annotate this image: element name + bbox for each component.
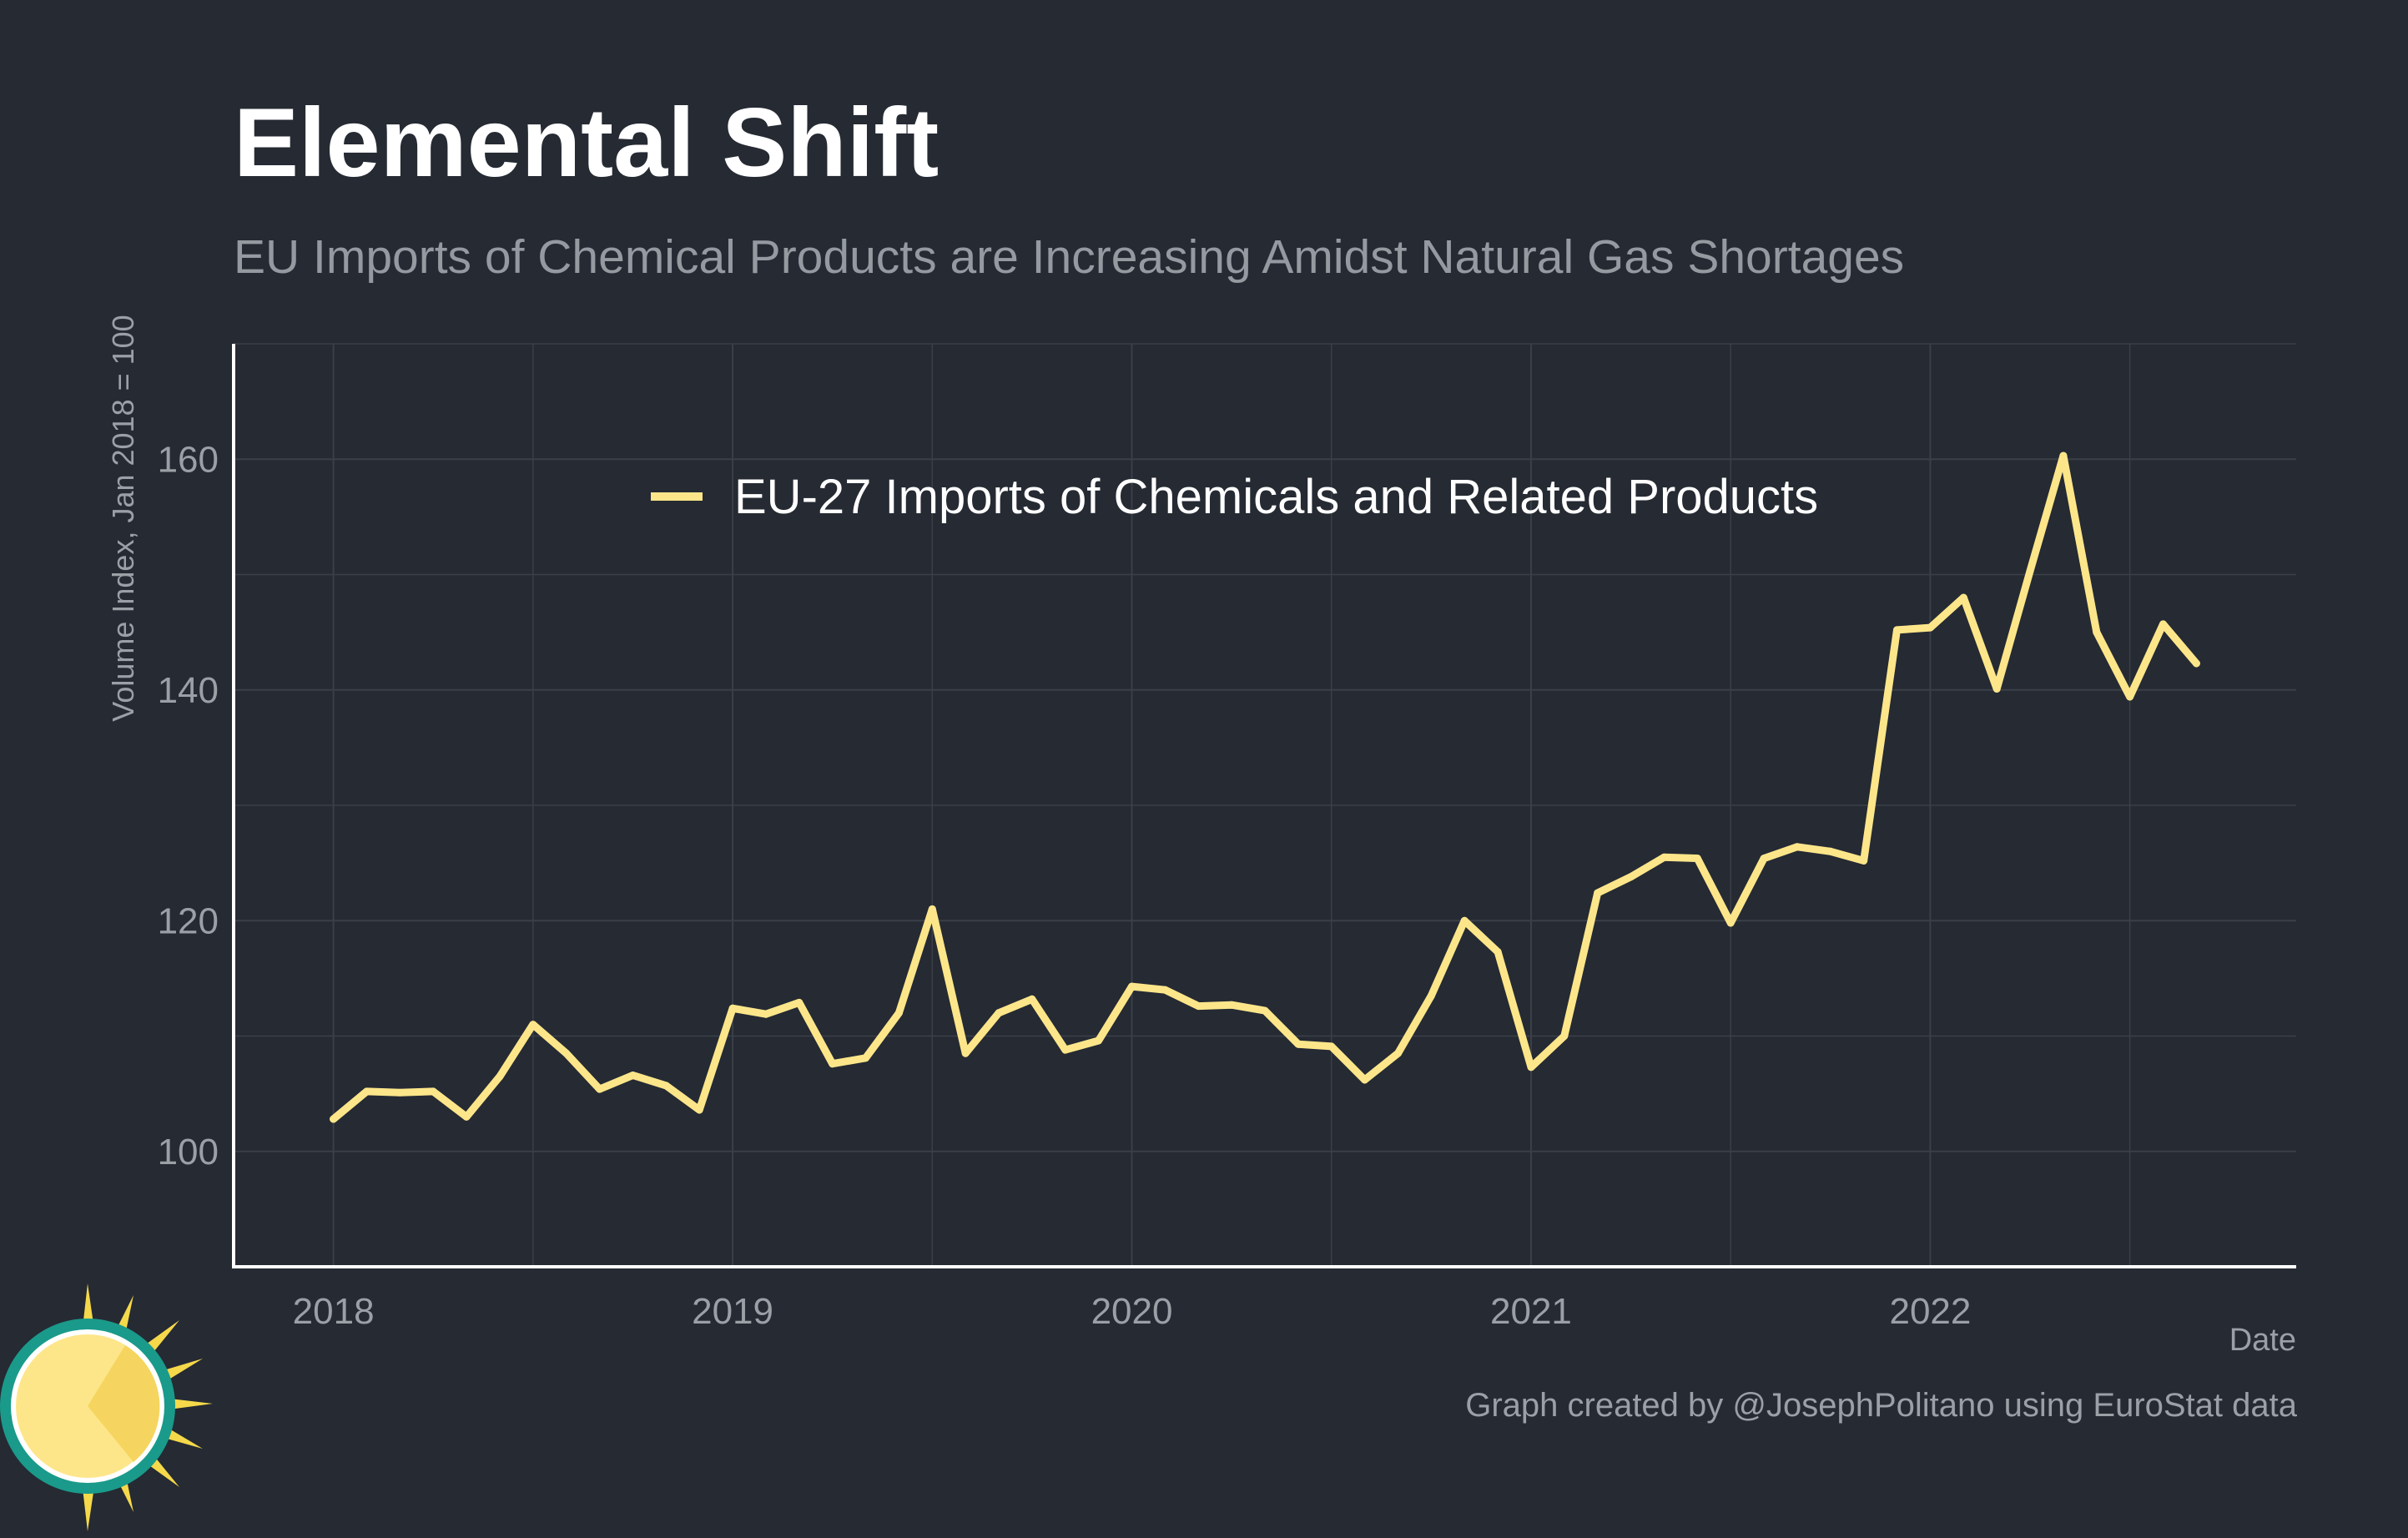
- y-axis-label: Volume Index, Jan 2018 = 100: [106, 315, 140, 721]
- data-point: [762, 1010, 770, 1018]
- data-point: [1560, 1032, 1569, 1040]
- tick-labels: 100 120 140 160 2018 2019 2020 2021 2022: [158, 439, 1972, 1332]
- y-tick-label: 120: [158, 900, 219, 941]
- data-point: [1261, 1006, 1269, 1015]
- data-point: [2026, 567, 2034, 575]
- data-point: [1294, 1040, 1302, 1048]
- data-point: [529, 1021, 537, 1029]
- x-tick-label: 2018: [293, 1291, 375, 1332]
- data-point: [894, 1009, 903, 1017]
- y-tick-label: 100: [158, 1132, 219, 1172]
- chart-axes: [232, 344, 2296, 1268]
- data-point: [1527, 1063, 1535, 1072]
- x-tick-label: 2019: [692, 1291, 773, 1332]
- data-point: [1926, 623, 1934, 632]
- data-point: [795, 998, 804, 1006]
- data-point: [429, 1087, 437, 1096]
- data-point: [1627, 873, 1635, 881]
- data-point: [1693, 855, 1701, 863]
- data-point: [1028, 995, 1036, 1003]
- legend-label: EU-27 Imports of Chemicals and Related P…: [734, 470, 1818, 524]
- data-point: [662, 1082, 670, 1090]
- data-point: [1361, 1076, 1369, 1084]
- data-point: [2126, 693, 2134, 701]
- data-point: [1992, 684, 2001, 693]
- chart-legend: EU-27 Imports of Chemicals and Related P…: [651, 470, 1818, 524]
- data-point: [1161, 986, 1169, 994]
- series-layer: [330, 451, 2200, 1123]
- data-point: [2159, 620, 2167, 628]
- x-axis-label: Date: [2229, 1323, 2296, 1358]
- data-point: [1594, 889, 1602, 897]
- data-point: [1194, 1002, 1202, 1011]
- chart-title: Elemental Shift: [234, 88, 940, 197]
- data-point: [1793, 843, 1801, 851]
- data-point: [961, 1049, 970, 1057]
- y-tick-label: 160: [158, 439, 219, 480]
- data-point: [2059, 451, 2068, 460]
- data-point: [1860, 856, 1868, 865]
- data-point: [928, 905, 936, 913]
- data-point: [596, 1085, 604, 1093]
- data-point: [562, 1049, 571, 1057]
- data-point: [462, 1112, 471, 1121]
- data-point: [1660, 853, 1668, 861]
- data-point: [1394, 1049, 1402, 1057]
- source-caption: Graph created by @JosephPolitano using E…: [1465, 1387, 2297, 1424]
- data-point: [695, 1106, 703, 1114]
- data-point: [829, 1060, 837, 1068]
- data-point: [395, 1088, 404, 1097]
- data-point: [1760, 855, 1768, 863]
- data-point: [1460, 916, 1468, 925]
- data-point: [1061, 1046, 1070, 1054]
- data-point: [2093, 628, 2101, 637]
- data-point: [629, 1072, 637, 1079]
- data-point: [1327, 1042, 1336, 1051]
- data-point: [330, 1115, 338, 1123]
- x-tick-label: 2021: [1490, 1291, 1572, 1332]
- x-tick-label: 2020: [1091, 1291, 1173, 1332]
- data-point: [1227, 1001, 1236, 1009]
- data-point: [995, 1009, 1003, 1017]
- data-point: [1427, 991, 1435, 1000]
- chart-subtitle: EU Imports of Chemical Products are Incr…: [234, 230, 1905, 284]
- data-point: [1959, 593, 1967, 602]
- x-tick-label: 2022: [1889, 1291, 1971, 1332]
- data-point: [1095, 1036, 1103, 1045]
- data-point: [862, 1054, 869, 1062]
- y-tick-label: 140: [158, 670, 219, 711]
- data-point: [2192, 659, 2200, 668]
- chart-grid: [234, 343, 2296, 1268]
- series-line-0: [330, 451, 2200, 1123]
- sun-logo-icon: [0, 1283, 213, 1531]
- data-point: [1494, 948, 1502, 956]
- data-point: [496, 1072, 504, 1081]
- data-point: [1726, 919, 1735, 927]
- data-point: [1826, 847, 1835, 855]
- data-point: [1893, 626, 1901, 634]
- data-point: [728, 1004, 737, 1012]
- data-point: [363, 1087, 370, 1096]
- data-point: [1128, 982, 1136, 991]
